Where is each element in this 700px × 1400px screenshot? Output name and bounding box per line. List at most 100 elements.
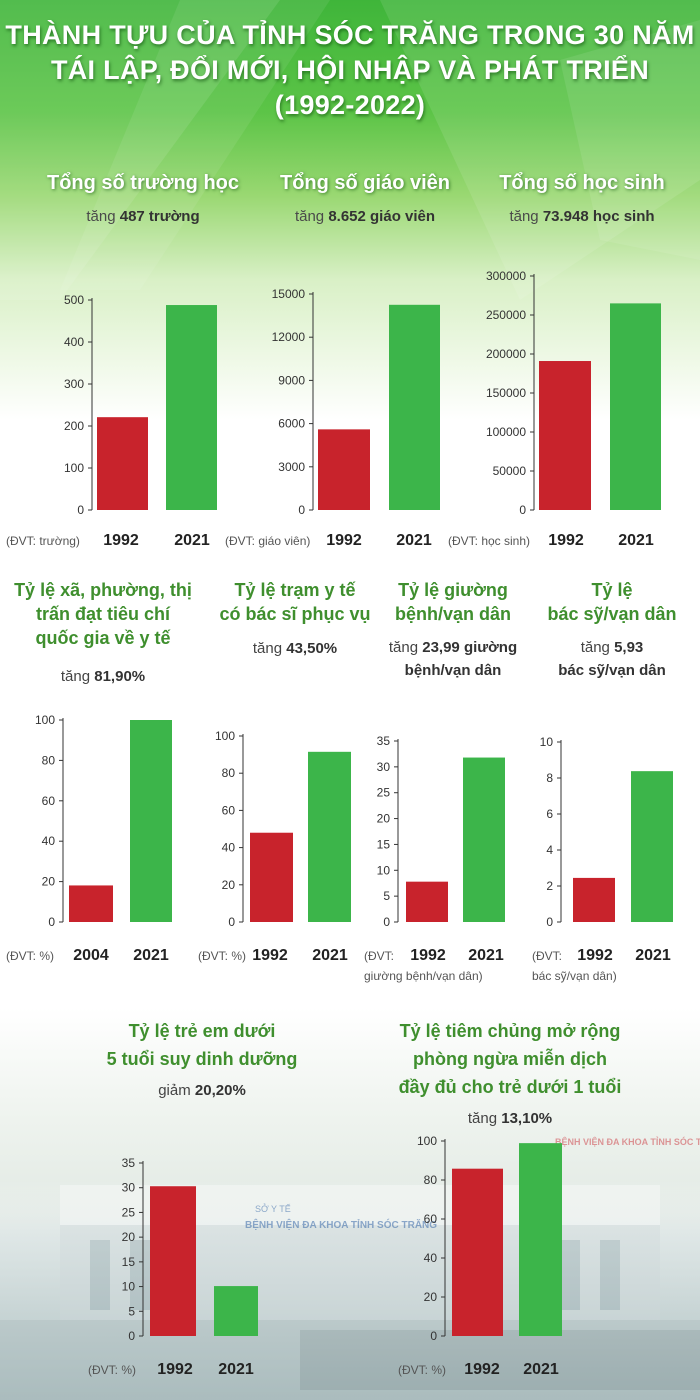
x-category-label: 2021 (523, 1361, 559, 1378)
bar-1992 (97, 417, 148, 510)
change-direction: tăng (86, 208, 120, 225)
change-direction: giảm (158, 1082, 195, 1099)
x-category-label: 2021 (468, 947, 504, 964)
bar-2021 (130, 720, 172, 922)
chart-suy-dinh-duong: 0 5 10 15 20 25 30 35 1992 2021 (ĐVT: %) (88, 1156, 258, 1378)
y-tick-label: 100 (215, 729, 235, 743)
x-category-label: 2021 (618, 532, 654, 549)
y-tick-label: 20 (424, 1290, 438, 1304)
heading-line: trấn đạt tiêu chí (35, 604, 170, 624)
y-tick-label: 0 (519, 503, 526, 517)
y-tick-label: 200000 (486, 347, 526, 361)
bar-2021 (214, 1286, 258, 1336)
change-summary-bacsy: tăng 5,93 bác sỹ/vạn dân (452, 636, 700, 682)
heading-tiemchung: Tỷ lệ tiêm chủng mở rộng phòng ngừa miễn … (350, 1017, 670, 1101)
change-value: 8.652 giáo viên (328, 208, 436, 225)
chart-giuong-benh: 0 5 10 15 20 25 30 35 1992 2021 (ĐVT: giường bệnh/v… (364, 734, 505, 983)
x-category-label: 2021 (133, 947, 169, 964)
bar-2021 (610, 303, 661, 510)
x-category-label: 2021 (396, 532, 432, 549)
y-tick-label: 6000 (278, 417, 305, 431)
chart-tiem-chung: 0 20 40 60 80 100 1992 2021 (ĐVT: %) (398, 1134, 562, 1378)
change-summary-tramyte: tăng 43,50% (135, 637, 455, 660)
heading-line: Tỷ lệ trẻ em dưới (128, 1021, 276, 1041)
chart-xa-phuong-y-te: 0 20 40 60 80 100 2004 2021 (ĐVT: %) (6, 713, 172, 964)
unit-label: (ĐVT: %) (6, 949, 54, 963)
x-category-label: 1992 (157, 1361, 193, 1378)
bar-2021 (463, 757, 505, 922)
bar-1992 (150, 1186, 196, 1336)
y-tick-label: 25 (377, 786, 391, 800)
heading-line: Tỷ lệ giường (398, 580, 508, 600)
change-summary-hocsinh: tăng 73.948 học sinh (422, 206, 700, 228)
change-value: 487 trường (119, 208, 200, 225)
unit-label: (ĐVT: (364, 949, 394, 963)
y-tick-label: 25 (122, 1205, 136, 1219)
x-category-label: 1992 (326, 532, 362, 549)
y-tick-label: 60 (424, 1212, 438, 1226)
title-line-1: THÀNH TỰU CỦA TỈNH SÓC TRĂNG TRONG 30 NĂ… (5, 20, 695, 50)
heading-line: Tổng số học sinh (499, 172, 665, 194)
change-value: 81,90% (94, 668, 146, 685)
change-summary-line: bác sỹ/vạn dân (452, 659, 700, 682)
hospital-roof-sign: BỆNH VIỆN ĐA KHOA TỈNH SÓC TRĂNG (555, 1136, 700, 1147)
change-summary-giaovien: tăng 8.652 giáo viên (205, 206, 525, 228)
y-tick-label: 40 (222, 841, 236, 855)
change-summary-line: tăng 23,99 giường (293, 636, 613, 659)
change-direction: tăng (294, 208, 329, 225)
chart-giao-vien: 0 3000 6000 9000 12000 15000 1992 2021 (ĐVT: giá… (225, 287, 440, 549)
heading-line: Tỷ lệ (591, 580, 633, 600)
change-summary-line: bệnh/vạn dân (293, 659, 613, 682)
change-summary-line: tăng 8.652 giáo viên (205, 206, 525, 228)
y-tick-label: 4 (546, 843, 553, 857)
y-tick-label: 300 (64, 377, 84, 391)
change-summary-truong: tăng 487 trường (0, 206, 303, 228)
heading-tramyte: Tỷ lệ trạm y tế có bác sĩ phục vụ (135, 578, 455, 626)
y-tick-label: 6 (546, 807, 553, 821)
x-category-label: 1992 (577, 947, 613, 964)
heading-line: Tổng số trường học (46, 172, 239, 194)
y-tick-label: 150000 (486, 386, 526, 400)
heading-line: bệnh/vạn dân (394, 604, 511, 624)
x-category-label: 2021 (218, 1361, 254, 1378)
change-summary-tiemchung: tăng 13,10% (350, 1107, 670, 1130)
change-value: 43,50% (286, 640, 338, 657)
y-tick-label: 400 (64, 335, 84, 349)
y-tick-label: 60 (222, 803, 236, 817)
bar-2021 (308, 751, 351, 922)
heading-line: có bác sĩ phục vụ (219, 604, 371, 624)
y-tick-label: 0 (228, 915, 235, 929)
change-summary-line: tăng 487 trường (0, 206, 303, 228)
bar-1992 (406, 881, 448, 922)
unit-label: (ĐVT: giáo viên) (225, 534, 310, 548)
change-summary-line: tăng 43,50% (135, 637, 455, 660)
change-value: bác sỹ/vạn dân (558, 662, 666, 679)
y-tick-label: 50000 (493, 464, 527, 478)
bar-2021 (519, 1143, 562, 1336)
bar-1992 (250, 832, 293, 922)
y-tick-label: 80 (424, 1173, 438, 1187)
heading-line: đầy đủ cho trẻ dưới 1 tuổi (398, 1077, 622, 1097)
bar-2021 (166, 305, 217, 510)
y-tick-label: 0 (298, 503, 305, 517)
change-value: 13,10% (501, 1110, 553, 1127)
y-tick-label: 250000 (486, 308, 526, 322)
y-tick-label: 0 (48, 915, 55, 929)
change-summary-line: tăng 5,93 (452, 636, 700, 659)
change-summary-xaphuong: tăng 81,90% (0, 665, 263, 688)
y-tick-label: 35 (122, 1156, 136, 1170)
change-summary-suydinhduong: giảm 20,20% (42, 1079, 362, 1102)
y-tick-label: 15 (122, 1255, 136, 1269)
change-summary-line: tăng 73.948 học sinh (422, 206, 700, 228)
bar-1992 (539, 361, 591, 510)
y-tick-label: 3000 (278, 460, 305, 474)
change-direction: tăng (252, 640, 287, 657)
change-summary-line: tăng 13,10% (350, 1107, 670, 1130)
chart-hoc-sinh: 0 50000 100000 150000 200000 250000 300000 1992… (448, 269, 661, 549)
y-tick-label: 2 (546, 879, 553, 893)
y-tick-label: 15000 (272, 287, 306, 301)
x-category-label: 1992 (548, 532, 584, 549)
change-summary-line: tăng 81,90% (0, 665, 263, 688)
y-tick-label: 100 (64, 461, 84, 475)
